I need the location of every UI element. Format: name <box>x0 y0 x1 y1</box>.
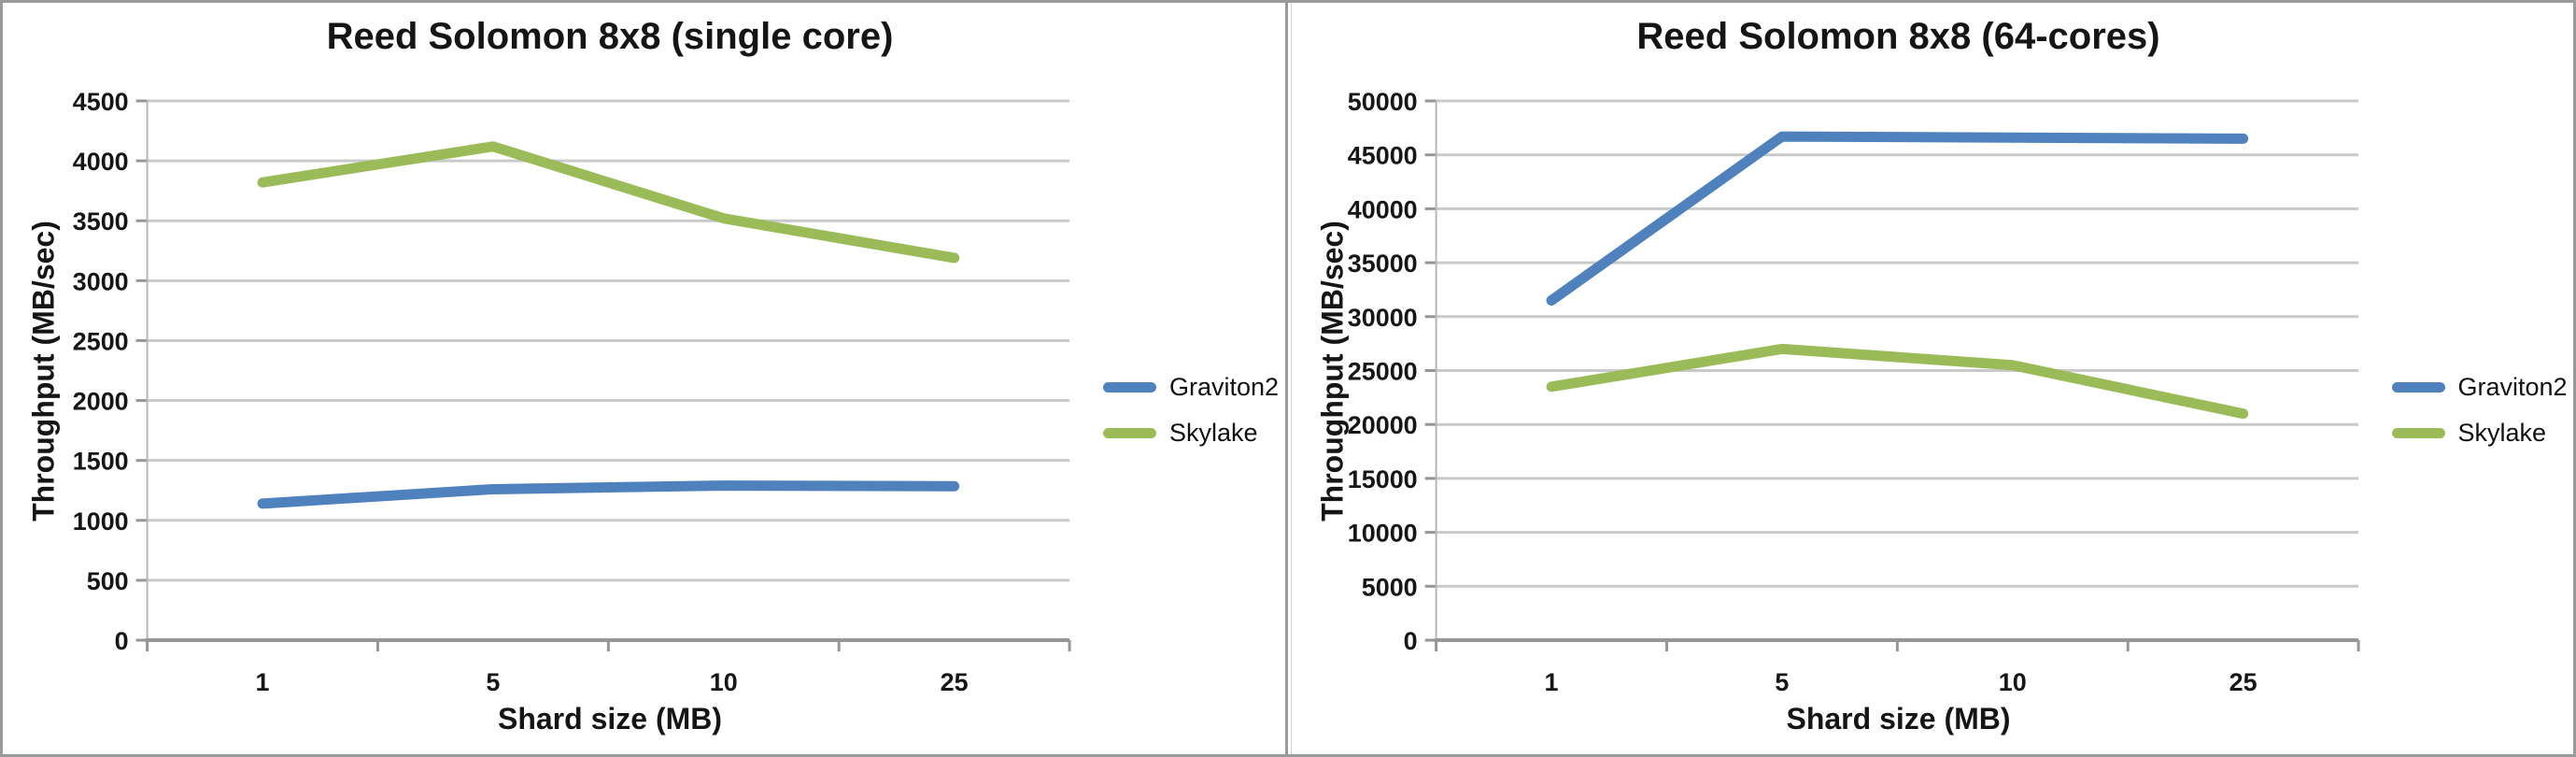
y-tick-label: 1000 <box>73 507 129 536</box>
x-axis-title: Shard size (MB) <box>1786 702 2011 736</box>
legend-swatch-graviton2 <box>2391 382 2445 393</box>
legend: Graviton2 Skylake <box>1103 373 1279 448</box>
legend: Graviton2 Skylake <box>2391 373 2568 448</box>
x-category-label: 1 <box>1544 668 1558 696</box>
x-category-label: 10 <box>710 668 738 696</box>
y-tick-label: 50000 <box>1347 88 1417 116</box>
legend-swatch-graviton2 <box>1103 382 1156 393</box>
y-tick-label: 15000 <box>1347 465 1417 493</box>
y-tick-label: 40000 <box>1347 195 1417 223</box>
y-tick-label: 1500 <box>73 448 129 476</box>
y-tick-label: 10000 <box>1347 520 1417 548</box>
y-tick-label: 3500 <box>73 207 129 236</box>
legend-item-graviton2: Graviton2 <box>1103 373 1279 402</box>
x-category-label: 25 <box>2229 668 2257 696</box>
legend-swatch-skylake <box>1103 428 1156 438</box>
legend-swatch-skylake <box>2391 428 2445 438</box>
y-tick-label: 4000 <box>73 148 129 176</box>
y-tick-label: 4500 <box>73 88 129 116</box>
chart-panel-64-cores: Reed Solomon 8x8 (64-cores) Throughput (… <box>1291 3 2573 754</box>
y-tick-label: 0 <box>115 627 129 655</box>
y-tick-label: 500 <box>87 567 129 595</box>
x-axis-title: Shard size (MB) <box>497 702 723 736</box>
y-tick-label: 25000 <box>1347 357 1417 385</box>
x-category-label: 5 <box>1775 668 1789 696</box>
x-category-label: 25 <box>941 668 969 696</box>
series-line-graviton2 <box>257 480 960 509</box>
legend-label-skylake: Skylake <box>2457 419 2547 447</box>
legend-label-graviton2: Graviton2 <box>2457 373 2568 401</box>
y-tick-label: 0 <box>1403 627 1417 655</box>
y-tick-label: 5000 <box>1361 573 1417 601</box>
chart-title: Reed Solomon 8x8 (64-cores) <box>1636 16 2160 57</box>
plot-area: 0 5000 10000 15000 20000 25000 30000 35000 40000… <box>1347 88 2360 696</box>
panel-divider <box>1284 3 1292 754</box>
legend-label-graviton2: Graviton2 <box>1169 373 1280 401</box>
y-tick-label: 30000 <box>1347 304 1417 332</box>
y-tick-label: 2500 <box>73 327 129 355</box>
plot-area: 0 500 1000 1500 2000 2500 3000 3500 4000 4500 1 5 10… <box>73 88 1071 696</box>
x-category-label: 1 <box>256 668 270 696</box>
legend-label-skylake: Skylake <box>1169 419 1258 447</box>
chart-panel-single-core: Reed Solomon 8x8 (single core) Throughpu… <box>3 3 1285 754</box>
legend-item-skylake: Skylake <box>1103 419 1279 448</box>
x-category-label: 5 <box>486 668 500 696</box>
y-tick-label: 2000 <box>73 388 129 416</box>
x-category-label: 10 <box>1998 668 2026 696</box>
y-tick-label: 3000 <box>73 267 129 295</box>
series-line-skylake <box>257 141 960 264</box>
legend-item-skylake: Skylake <box>2391 419 2568 448</box>
chart-title: Reed Solomon 8x8 (single core) <box>326 16 894 57</box>
series-line-skylake <box>1546 343 2248 420</box>
y-tick-label: 20000 <box>1347 411 1417 439</box>
y-tick-label: 35000 <box>1347 250 1417 278</box>
y-tick-label: 45000 <box>1347 142 1417 170</box>
series-line-graviton2 <box>1546 131 2248 306</box>
legend-item-graviton2: Graviton2 <box>2391 373 2568 402</box>
